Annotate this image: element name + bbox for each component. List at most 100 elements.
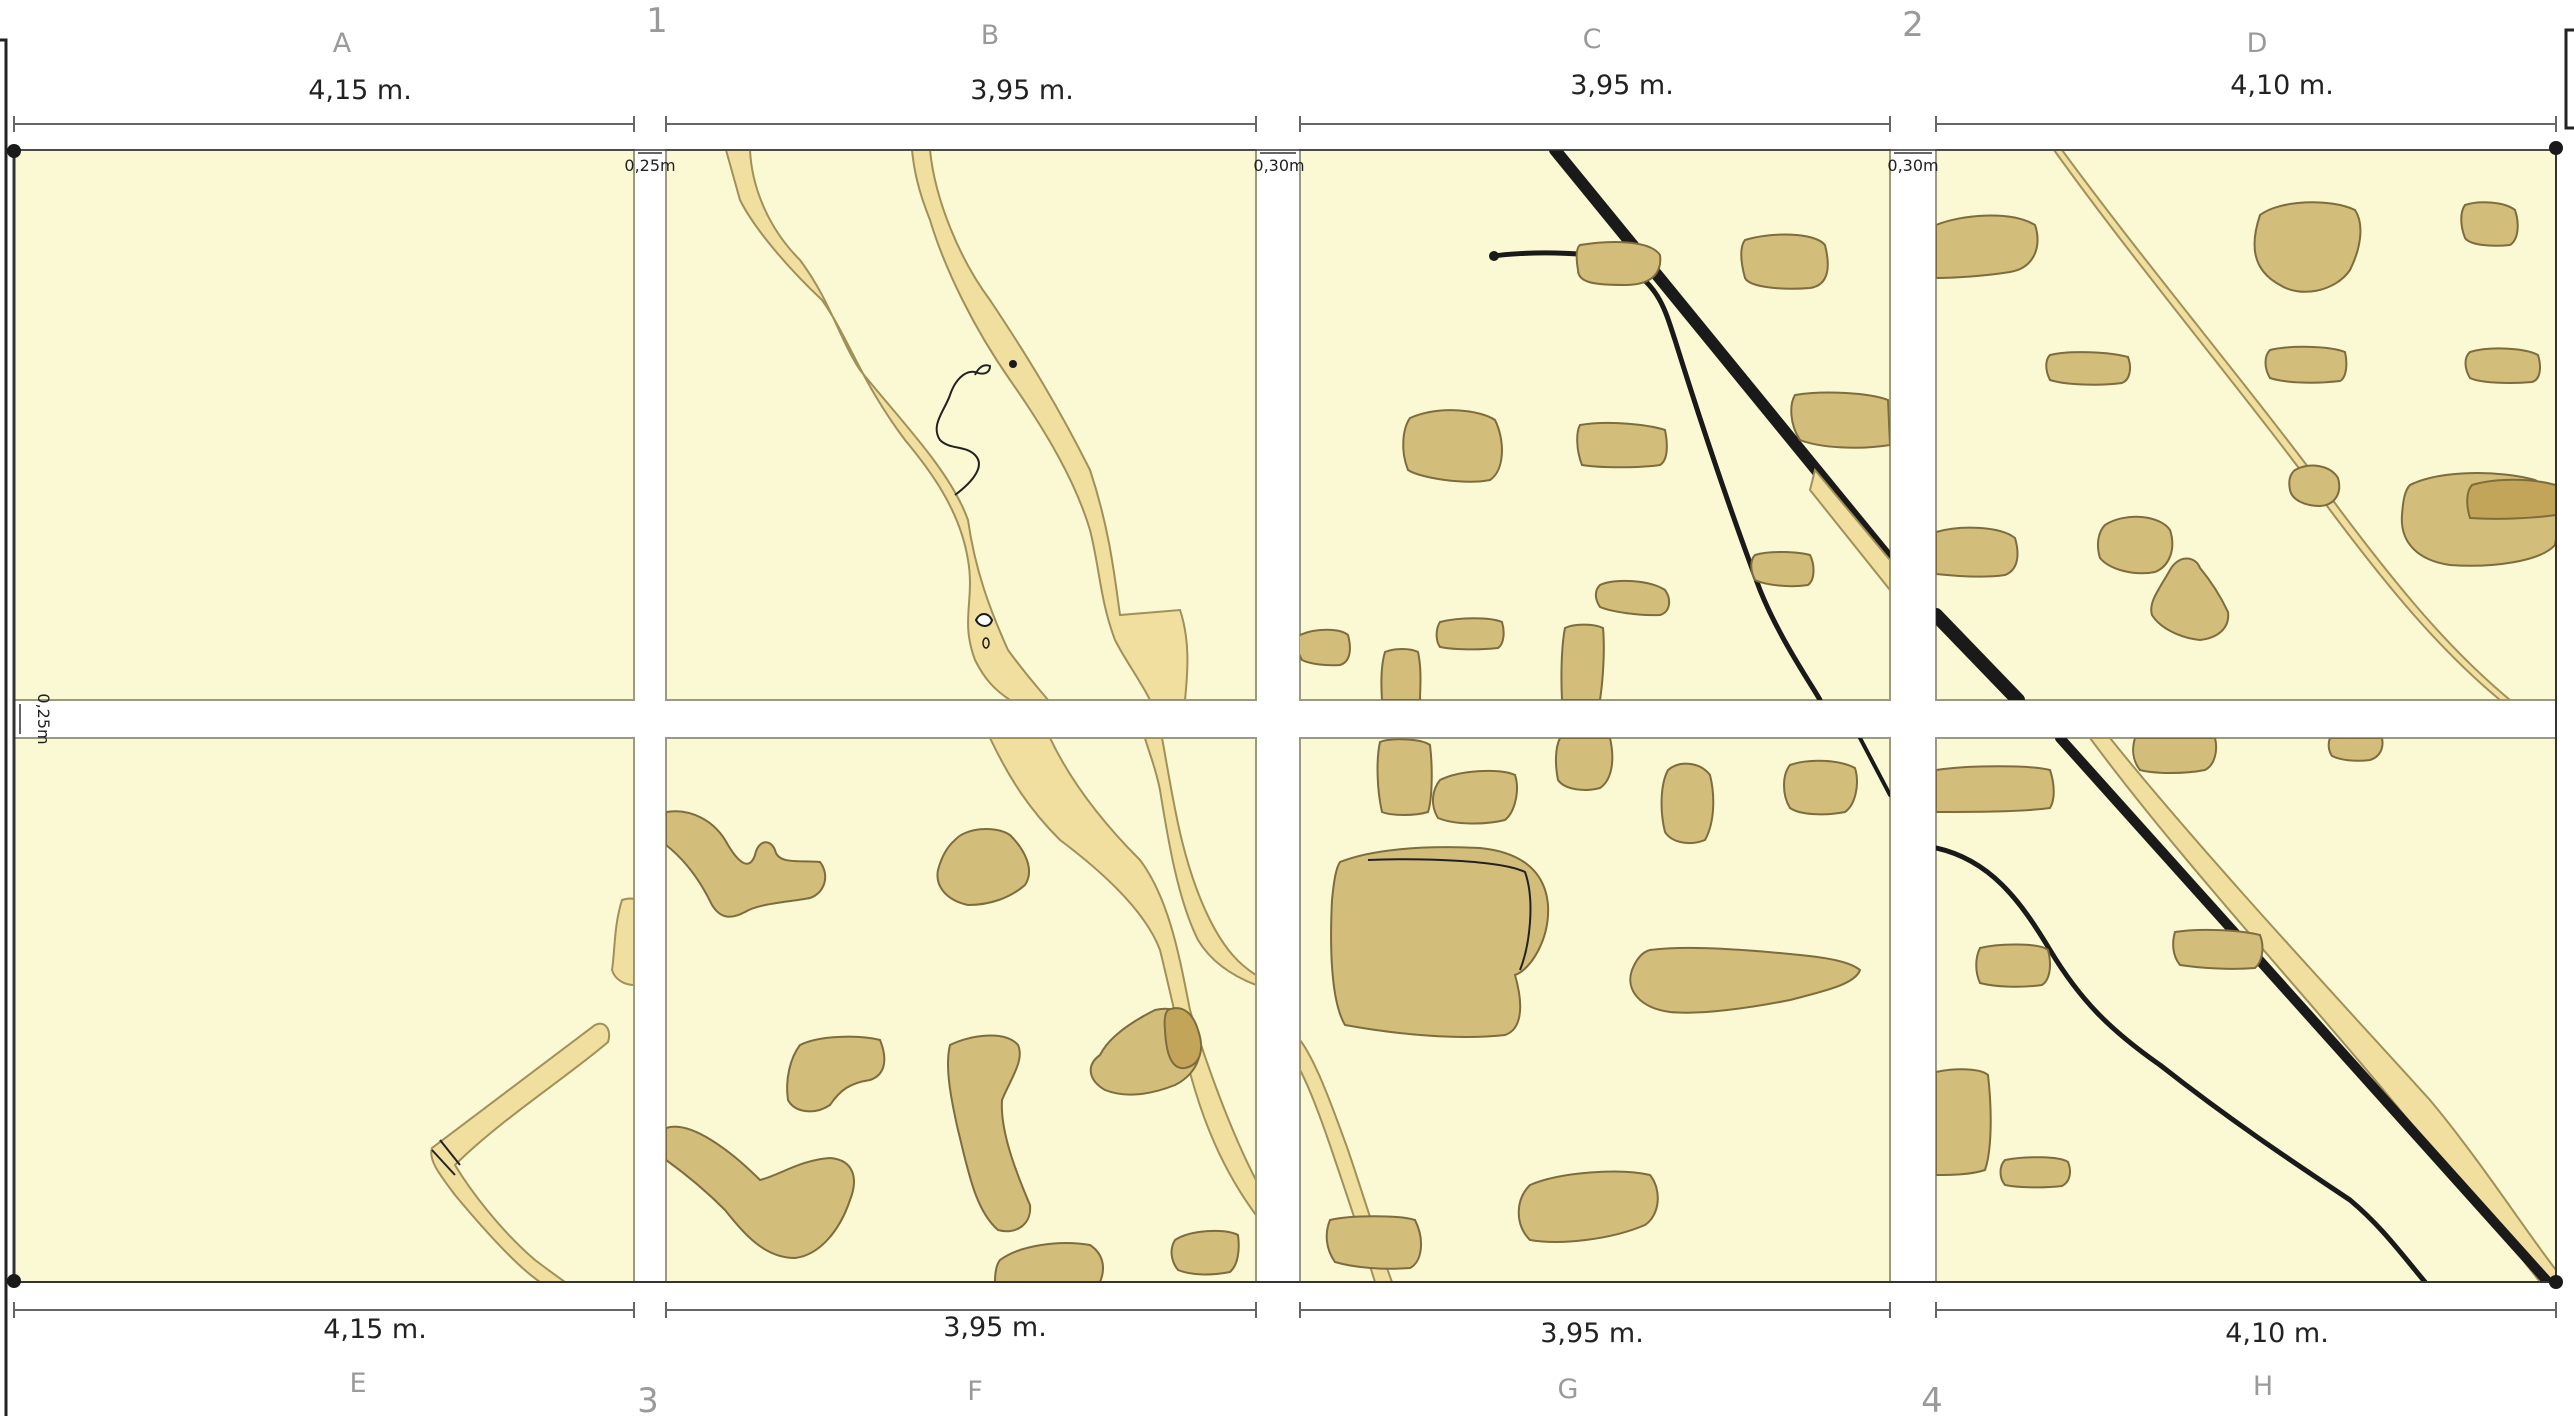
stone	[2150, 557, 2230, 642]
stone	[1936, 526, 2019, 578]
bottom-dimensions: 4,15 m. E 3,95 m. F 3,95 m. G 4,10 m. H …	[13, 1302, 2557, 1416]
stone	[1594, 579, 1671, 617]
trench	[2088, 738, 2556, 1282]
stone	[1629, 946, 1862, 1014]
stone	[1325, 1215, 1422, 1270]
dimension-label-E: 4,15 m.	[323, 1314, 427, 1345]
point-number-4: 4	[1921, 1381, 1943, 1416]
pipe	[1936, 608, 2025, 700]
stone	[2132, 738, 2218, 774]
datum-point	[7, 144, 21, 158]
sector-letter-F: F	[967, 1376, 983, 1407]
sector-letter-G: G	[1558, 1374, 1579, 1405]
trench	[430, 1022, 611, 1282]
stone	[2045, 351, 2131, 386]
stone	[1936, 214, 2039, 280]
stone	[1170, 1229, 1240, 1276]
marker	[974, 613, 994, 627]
datum-point	[7, 1274, 21, 1288]
stone	[1300, 628, 1351, 667]
sector-C-features	[1300, 150, 1890, 700]
stone	[666, 810, 827, 918]
sector-letter-H: H	[2253, 1371, 2273, 1402]
top-dimensions: A 4,15 m. B 3,95 m. C 3,95 m. D 4,10 m. …	[13, 1, 2557, 745]
sector-E-features	[430, 897, 634, 1282]
sector-H	[1935, 737, 2557, 1283]
gap-label-row: 0,25m	[34, 693, 53, 744]
gap-label-cd: 0,30m	[1887, 156, 1938, 175]
stone	[2288, 464, 2341, 508]
feature-outline	[935, 364, 992, 496]
stone	[1936, 1068, 1992, 1176]
sector-letter-E: E	[349, 1368, 366, 1399]
dimension-label-D: 4,10 m.	[2230, 70, 2334, 101]
stone	[1750, 551, 1815, 588]
dimension-label-A: 4,15 m.	[308, 75, 412, 106]
dimension-label-H: 4,10 m.	[2225, 1318, 2329, 1349]
trench	[988, 738, 1256, 1217]
stone	[1783, 759, 1858, 816]
trench	[724, 150, 1050, 700]
point-number-1: 1	[646, 1, 668, 41]
stone	[1999, 1156, 2071, 1189]
point-number-3: 3	[637, 1381, 659, 1416]
stone	[1660, 762, 1715, 845]
sector-B-features	[724, 150, 1189, 700]
trench	[1808, 467, 1890, 592]
stone	[666, 1125, 855, 1260]
stone	[2466, 478, 2556, 520]
stone	[1576, 421, 1668, 469]
stone	[2172, 928, 2264, 970]
trench	[910, 150, 1189, 700]
stone	[2264, 345, 2348, 384]
stone	[1517, 1170, 1659, 1243]
stone	[1740, 233, 1829, 290]
stone	[936, 828, 1030, 907]
stone	[1790, 391, 1890, 449]
stone	[1936, 765, 2055, 813]
stone	[1380, 648, 1422, 700]
stone	[1554, 738, 1614, 791]
stone	[1376, 738, 1433, 816]
dimension-label-B: 3,95 m.	[970, 75, 1074, 106]
gap-label-ab: 0,25m	[624, 156, 675, 175]
sector-F-features	[666, 738, 1256, 1282]
feature-outline	[431, 1139, 461, 1176]
dimension-label-C: 3,95 m.	[1570, 70, 1674, 101]
stone	[1975, 943, 2051, 988]
datum-point	[2549, 141, 2563, 155]
marker	[982, 637, 990, 649]
stone	[2327, 738, 2384, 762]
stone	[1402, 409, 1503, 483]
frame	[0, 28, 2574, 1416]
stone	[1330, 846, 1550, 1038]
stone	[947, 1034, 1032, 1233]
pipe-end	[1489, 251, 1499, 261]
stone	[1163, 1007, 1203, 1070]
marker	[1009, 360, 1017, 368]
stone	[786, 1035, 886, 1113]
stone	[2096, 515, 2174, 575]
stone	[1575, 241, 1662, 287]
trench	[1143, 738, 1256, 987]
sector-letter-A: A	[333, 28, 352, 59]
stone	[2253, 201, 2362, 293]
trench	[2052, 150, 2512, 700]
sector-A	[13, 149, 635, 701]
stone	[1435, 617, 1505, 651]
sector-B	[665, 149, 1257, 701]
pipe	[1936, 845, 2428, 1282]
stone	[1560, 623, 1605, 700]
stone	[2460, 201, 2519, 247]
datum-point	[2549, 1275, 2563, 1289]
stone	[1432, 769, 1518, 825]
pipe	[1858, 738, 1890, 797]
sector-letter-D: D	[2247, 28, 2268, 59]
sector-E	[13, 737, 635, 1283]
feature-outline	[1367, 858, 1532, 971]
sector-D-features	[1936, 150, 2556, 700]
sector-letter-B: B	[981, 20, 1000, 51]
sector-H-features	[1936, 738, 2556, 1282]
pipe	[2055, 738, 2553, 1282]
